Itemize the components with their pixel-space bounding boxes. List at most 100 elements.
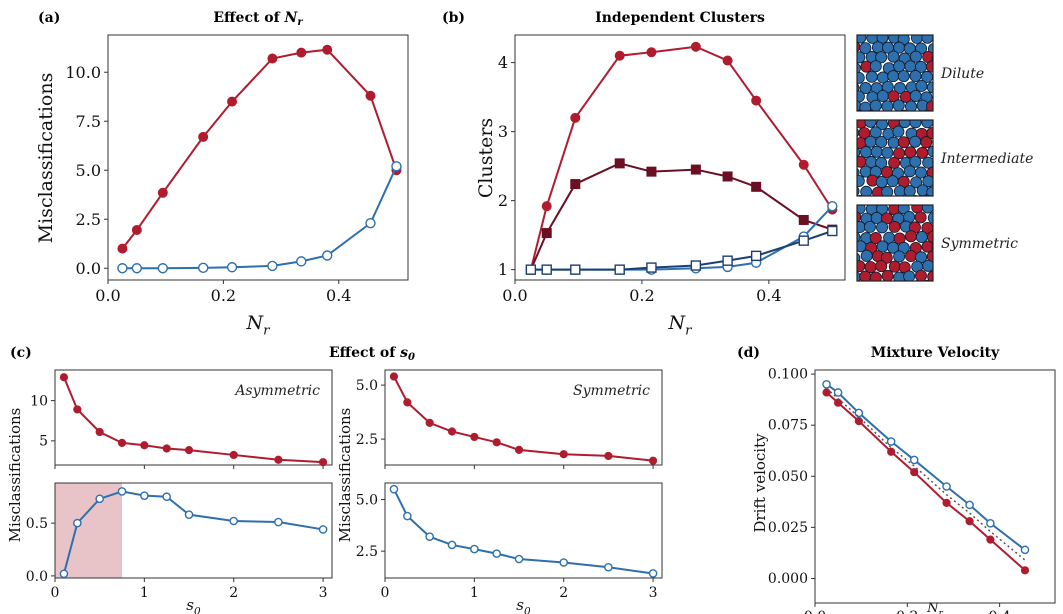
series-line [393, 376, 654, 462]
particle-blue [869, 126, 882, 139]
data-point [131, 263, 143, 274]
particle-blue [876, 89, 889, 102]
y-tick-label: 10.0 [65, 63, 101, 82]
data-point [318, 525, 328, 534]
particle-blue [910, 35, 923, 44]
particle-blue [939, 82, 950, 93]
data-point [492, 549, 501, 558]
data-point [986, 518, 995, 528]
particle-red [881, 269, 894, 281]
particle-red [934, 201, 945, 212]
data-point [798, 214, 809, 225]
y-tick-label: 0.025 [768, 520, 808, 536]
data-point [541, 228, 552, 239]
particle-blue [876, 205, 889, 215]
subplot-c-2: 2.5 5.0 Symmetric [356, 369, 663, 469]
particle-blue [937, 102, 948, 113]
particle-red [939, 212, 950, 223]
y-tick-label: 5.0 [356, 378, 378, 394]
particle-blue [857, 147, 861, 158]
particle-blue [887, 70, 900, 83]
y-tick-label: 5.0 [356, 492, 378, 508]
particle-red [934, 221, 945, 232]
y-tick-label: 0.0 [76, 259, 101, 278]
particle-red [857, 41, 861, 53]
particle-blue [915, 79, 928, 92]
particle-blue [857, 221, 866, 234]
x-tick-label: 0 [51, 585, 60, 601]
data-point [614, 264, 625, 275]
data-point [131, 225, 142, 236]
data-point [391, 161, 402, 172]
snapshot-symmetric: Symmetric [842, 201, 1018, 282]
particle-red [842, 221, 853, 232]
particle-red [932, 180, 933, 184]
particle-blue [881, 186, 894, 196]
particle-blue [927, 145, 933, 158]
data-point [690, 260, 702, 271]
particle-red [911, 205, 924, 214]
particle-blue [857, 90, 865, 103]
plot-frame [384, 482, 663, 579]
snapshot-label: Dilute [940, 66, 984, 82]
particle-blue [922, 156, 933, 169]
data-point [59, 373, 69, 382]
data-point [197, 262, 209, 274]
data-point [965, 500, 974, 510]
particle-blue [881, 146, 894, 159]
particle-blue [909, 120, 922, 129]
data-point [646, 47, 657, 58]
particle-blue [876, 120, 889, 131]
x-axis-label-c: s0 [186, 596, 201, 614]
x-tick-label: 3 [649, 585, 658, 601]
data-point [910, 468, 919, 477]
particle-red [857, 211, 862, 223]
x-tick-label: 0.2 [629, 286, 654, 305]
panel-title-a: Effect of Nr [213, 10, 303, 28]
subplot-c-1: 5 10 Asymmetric [30, 369, 333, 469]
data-point [274, 517, 283, 527]
series-line [62, 490, 324, 575]
data-point [886, 437, 896, 446]
data-point [73, 518, 82, 528]
data-point [322, 250, 333, 261]
data-point [646, 166, 657, 177]
particle-blue [864, 135, 877, 148]
data-point [722, 55, 733, 66]
plot-frame [54, 482, 333, 579]
series-line [393, 488, 654, 575]
y-axis-label-d: Drift velocity [751, 433, 769, 533]
particle-blue [842, 32, 853, 43]
data-point [648, 569, 658, 578]
particle-blue [859, 22, 870, 33]
data-point [365, 217, 376, 229]
particle-blue [921, 120, 933, 129]
particle-blue [857, 35, 867, 44]
particle-blue [909, 90, 922, 103]
particle-blue [909, 155, 922, 168]
plot-frame [384, 369, 663, 466]
data-point [95, 427, 104, 437]
x-tick-label: 2 [559, 585, 568, 601]
particle-red [905, 249, 918, 262]
data-point [365, 90, 376, 101]
particle-blue [897, 70, 910, 83]
data-point [614, 158, 625, 169]
data-point [59, 569, 69, 579]
particle-red [869, 280, 872, 281]
data-point [833, 388, 843, 397]
particle-blue [842, 52, 853, 63]
y-tick-label: 2.5 [356, 544, 378, 560]
particle-blue [875, 156, 888, 169]
data-point [73, 405, 82, 414]
particle-blue [876, 221, 889, 234]
x-axis-label-c: s0 [516, 596, 531, 614]
plot-frame [54, 369, 333, 466]
particle-blue [859, 42, 872, 55]
x-axis-label-a: Nr [246, 312, 272, 339]
data-point [514, 445, 524, 454]
particle-red [927, 270, 933, 281]
particle-blue [871, 41, 884, 54]
particle-red [897, 136, 910, 149]
